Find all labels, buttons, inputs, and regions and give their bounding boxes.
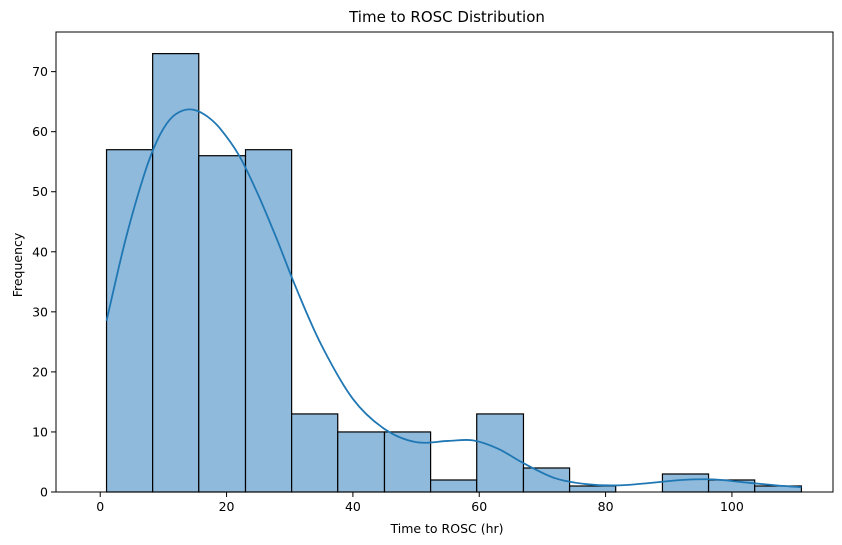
y-tick-label: 60 (32, 124, 48, 139)
y-axis-label: Frequency (10, 232, 25, 297)
histogram-bar (430, 479, 478, 493)
y-tick-label: 30 (32, 304, 48, 319)
y-tick-label: 10 (32, 424, 48, 439)
histogram-bar (152, 53, 200, 493)
histogram-bar (198, 155, 247, 493)
y-tick-label: 0 (40, 485, 48, 500)
x-tick-label: 60 (471, 499, 487, 514)
histogram-bar (105, 149, 154, 493)
x-tick-label: 40 (345, 499, 361, 514)
histogram-bar (244, 149, 293, 493)
x-axis-label: Time to ROSC (hr) (389, 521, 503, 536)
histogram-bars (105, 53, 803, 493)
histogram-bar (661, 473, 710, 493)
x-tick-label: 20 (219, 499, 235, 514)
x-tick-label: 80 (598, 499, 614, 514)
y-tick-label: 20 (32, 364, 48, 379)
y-tick-label: 40 (32, 244, 48, 259)
y-tick-label: 50 (32, 184, 48, 199)
chart-title: Time to ROSC Distribution (348, 8, 545, 26)
histogram-bar (291, 413, 339, 493)
plot-frame (55, 31, 834, 493)
histogram-bar (337, 431, 386, 493)
y-axis-ticks: 0 10 20 30 40 50 60 70 (32, 64, 56, 500)
histogram-bar (476, 413, 525, 493)
histogram-bar (568, 485, 617, 493)
y-tick-label: 70 (32, 64, 48, 79)
x-axis-ticks: 0 20 40 60 80 100 (96, 492, 744, 514)
kde-curve (105, 108, 802, 489)
x-tick-label: 100 (720, 499, 744, 514)
x-tick-label: 0 (96, 499, 104, 514)
